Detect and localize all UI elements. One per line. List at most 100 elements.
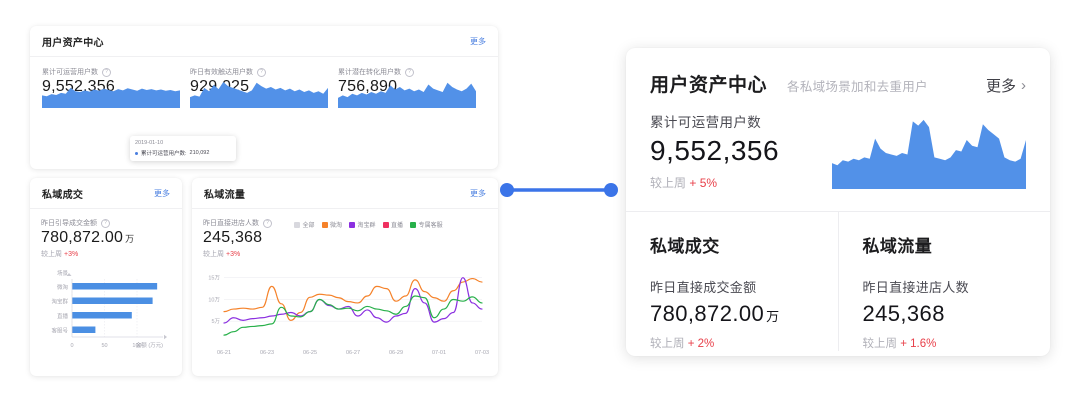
mobile-preview-panel: 用户资产中心 各私域场景加和去重用户 更多 › 累计可运营用户数 9,552,3… <box>626 48 1050 356</box>
card-body-header: 昨日直接进店人数 ? 245,368 较上周 +3% 全部 微淘 淘宝群 直播 专属客服 <box>192 209 498 259</box>
panel-metric-compare-label: 较上周 <box>650 176 687 190</box>
legend-item-4[interactable]: 专属客服 <box>410 220 443 229</box>
metric-value: 245,368 <box>203 229 263 246</box>
panel-more-label: 更多 <box>985 78 1016 95</box>
svg-text:100: 100 <box>132 343 141 349</box>
svg-text:金额 (万元): 金额 (万元) <box>136 341 163 349</box>
legend-swatch-icon <box>382 221 389 228</box>
panel-top: 用户资产中心 各私域场景加和去重用户 更多 › 累计可运营用户数 9,552,3… <box>626 48 1050 191</box>
svg-text:0: 0 <box>70 343 73 349</box>
metric-block: 昨日直接进店人数 ? 245,368 较上周 +3% <box>203 218 272 259</box>
legend-swatch-icon <box>349 221 356 228</box>
more-link[interactable]: 更多 <box>154 188 170 198</box>
sparkline-svg <box>338 82 476 108</box>
panel-metric-value: 9,552,356 <box>650 135 780 166</box>
svg-text:06-25: 06-25 <box>303 350 317 356</box>
svg-text:淘宝群: 淘宝群 <box>51 298 68 306</box>
tooltip-series-value: 210,092 <box>189 150 210 156</box>
panel-title: 用户资产中心 <box>650 75 768 96</box>
question-icon[interactable]: ? <box>102 67 111 77</box>
metric-label: 累计可运营用户数 ? <box>42 67 190 77</box>
metric-delta: +3% <box>64 251 79 258</box>
metric-label-text: 累计潜在转化用户数 <box>338 69 401 76</box>
legend-item-3[interactable]: 直播 <box>382 220 404 229</box>
metric-label: 昨日直接进店人数 ? <box>203 218 272 228</box>
metric-cumulative-operable-users: 累计可运营用户数 ? 9,552,356 较上周+3% <box>42 67 190 108</box>
multi-line-chart: 5万 10万 15万 06-21 06-23 06-25 06-27 06-29 07-01 07… <box>192 259 498 359</box>
sparkline-svg <box>190 81 328 108</box>
legend-item-0[interactable]: 全部 <box>294 220 315 229</box>
legend-label: 专属客服 <box>418 223 443 229</box>
metric-compare: 较上周+3% <box>203 249 272 259</box>
private-domain-traffic-card: 私域流量 更多 昨日直接进店人数 ? 245,368 较上周 +3% 全部 微淘 淘宝… <box>192 178 498 376</box>
more-link[interactable]: 更多 <box>470 188 486 198</box>
panel-divider <box>626 211 1050 212</box>
sparkline-svg <box>42 87 180 108</box>
metric-delta: +3% <box>226 251 241 258</box>
panel-column-label: 昨日直接成交金额 <box>650 280 757 295</box>
panel-columns: 私域成交 昨日直接成交金额 780,872.00 万 较上周 + 2% 私域流量 … <box>626 212 1050 351</box>
svg-text:06-27: 06-27 <box>346 350 360 356</box>
chevron-right-icon: › <box>1021 77 1026 94</box>
question-icon[interactable]: ? <box>263 218 272 228</box>
svg-text:06-23: 06-23 <box>260 350 274 356</box>
question-icon[interactable]: ? <box>405 67 414 77</box>
panel-header: 用户资产中心 各私域场景加和去重用户 更多 › <box>650 70 1026 97</box>
legend-label: 微淘 <box>330 223 343 229</box>
panel-more-button[interactable]: 更多 › <box>986 75 1026 96</box>
question-icon[interactable]: ? <box>101 218 110 228</box>
svg-text:50: 50 <box>101 343 107 349</box>
panel-area-svg <box>832 119 1026 189</box>
panel-metric-compare: 较上周 + 5% <box>650 174 826 191</box>
metric-potential-conversion-users: 累计潜在转化用户数 ? 756,890 较上周+3% <box>338 67 486 108</box>
svg-text:07-01: 07-01 <box>432 350 446 356</box>
legend-item-1[interactable]: 微淘 <box>321 220 343 229</box>
panel-column-title: 私域流量 <box>862 237 933 256</box>
connector-svg <box>500 183 618 197</box>
panel-area-chart <box>832 117 1026 189</box>
card-header: 用户资产中心 更多 <box>30 26 498 57</box>
legend-label: 直播 <box>391 223 404 229</box>
svg-text:10万: 10万 <box>208 296 220 303</box>
metric-label-text: 昨日直接进店人数 <box>203 220 259 227</box>
svg-text:15万: 15万 <box>208 275 220 282</box>
card-header: 私域成交 更多 <box>30 178 182 209</box>
card-header: 私域流量 更多 <box>192 178 498 209</box>
metric-value: 780,872.00 万 <box>41 229 171 247</box>
panel-column-title: 私域成交 <box>650 237 720 256</box>
panel-column-value-number: 245,368 <box>862 301 945 326</box>
sparkline-area-chart-1 <box>42 66 180 108</box>
question-icon[interactable]: ? <box>257 67 266 77</box>
metric-value-unit: 万 <box>125 234 135 244</box>
svg-text:5万: 5万 <box>211 318 220 325</box>
panel-column-value: 245,368 <box>863 301 1027 327</box>
metric-label: 昨日有效触达用户数 ? <box>190 67 338 77</box>
tooltip-series-row: 累计可运营用户数: 210,092 <box>135 149 231 157</box>
more-link[interactable]: 更多 <box>470 36 486 46</box>
card-title: 用户资产中心 <box>42 37 104 49</box>
panel-metric-label: 累计可运营用户数 <box>650 115 762 130</box>
line-chart-svg: 5万 10万 15万 06-21 06-23 06-25 06-27 06-29 07-01 07… <box>208 275 489 356</box>
panel-column-compare: 较上周 + 1.6% <box>863 335 1027 351</box>
private-domain-deal-card: 私域成交 更多 昨日引导成交金额 ? 780,872.00 万 较上周 +3% 场景… <box>30 178 182 376</box>
sparkline-area-chart-3 <box>338 66 476 108</box>
tooltip-dot-icon <box>135 151 138 155</box>
connector-dot-left-icon <box>500 183 514 197</box>
legend-item-2[interactable]: 淘宝群 <box>349 220 376 229</box>
metric-label: 累计潜在转化用户数 ? <box>338 67 486 77</box>
metric-label: 昨日引导成交金额 ? <box>41 218 171 228</box>
tooltip-date: 2019-01-10 <box>135 140 164 146</box>
svg-text:场景: 场景 <box>57 269 69 277</box>
panel-column-delta: + 1.6% <box>900 338 937 350</box>
legend-label: 淘宝群 <box>357 223 376 229</box>
metric-compare: 较上周+3% <box>41 249 171 259</box>
svg-text:07-03: 07-03 <box>475 350 489 356</box>
tooltip-series-label: 累计可运营用户数: <box>141 151 187 157</box>
card-title: 私域流量 <box>204 189 246 201</box>
metric-label-text: 累计可运营用户数 <box>42 69 98 76</box>
panel-main-metric-row: 累计可运营用户数 9,552,356 较上周 + 5% <box>650 111 1026 191</box>
card-body: 昨日引导成交金额 ? 780,872.00 万 较上周 +3% 场景 微淘 淘宝群 直播客… <box>30 209 182 353</box>
legend-swatch-icon <box>294 221 300 228</box>
legend-label: 全部 <box>302 223 315 229</box>
